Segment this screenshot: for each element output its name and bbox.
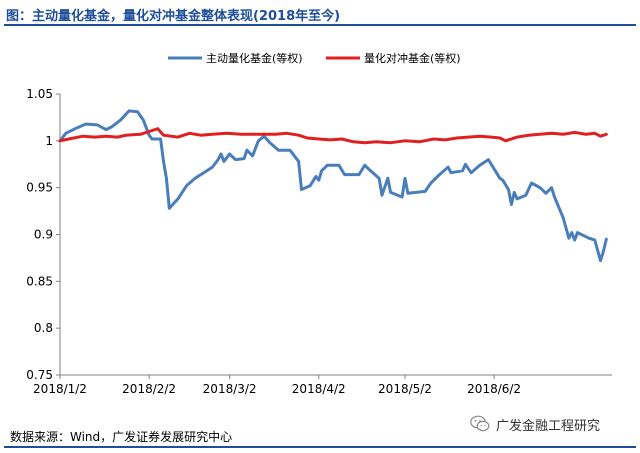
legend-label-2: 量化对冲基金(等权) — [364, 51, 461, 65]
legend-label-1: 主动量化基金(等权) — [206, 51, 303, 65]
y-tick-label: 1 — [45, 134, 53, 148]
watermark: 广发金融工程研究 — [470, 414, 600, 434]
x-tick-label: 2018/2/2 — [122, 382, 176, 396]
watermark-text: 广发金融工程研究 — [496, 418, 601, 434]
x-tick-label: 2018/5/2 — [378, 382, 432, 396]
y-tick-label: 0.75 — [26, 368, 53, 382]
line-chart: 主动量化基金(等权) 量化对冲基金(等权) 0.75 0.8 0.85 0.9 0.95 1… — [26, 51, 612, 396]
source-note: 数据来源：Wind，广发证券发展研究中心 — [10, 430, 233, 444]
plot-lines — [58, 109, 608, 263]
series-line-2 — [58, 127, 608, 145]
series-line-1 — [58, 109, 608, 263]
x-axis: 2018/1/2 2018/2/2 2018/3/2 2018/4/2 2018/5/2… — [33, 374, 612, 396]
page-title: 图：主动量化基金，量化对冲基金整体表现(2018年至今) — [6, 9, 341, 24]
y-tick-label: 0.9 — [34, 228, 53, 242]
y-tick-label: 0.8 — [34, 321, 53, 335]
legend: 主动量化基金(等权) 量化对冲基金(等权) — [168, 51, 461, 65]
y-tick-label: 1.05 — [26, 87, 53, 101]
footer-rule — [4, 446, 636, 448]
x-tick-label: 2018/1/2 — [33, 382, 87, 396]
y-tick-label: 0.95 — [26, 181, 53, 195]
title-bar: 图：主动量化基金，量化对冲基金整体表现(2018年至今) — [4, 4, 636, 26]
y-tick-label: 0.85 — [26, 274, 53, 288]
x-tick-label: 2018/6/2 — [467, 382, 521, 396]
y-axis: 0.75 0.8 0.85 0.9 0.95 1 1.05 — [26, 87, 61, 382]
x-tick-label: 2018/3/2 — [203, 382, 257, 396]
x-tick-label: 2018/4/2 — [292, 382, 346, 396]
wechat-icon — [470, 415, 490, 432]
